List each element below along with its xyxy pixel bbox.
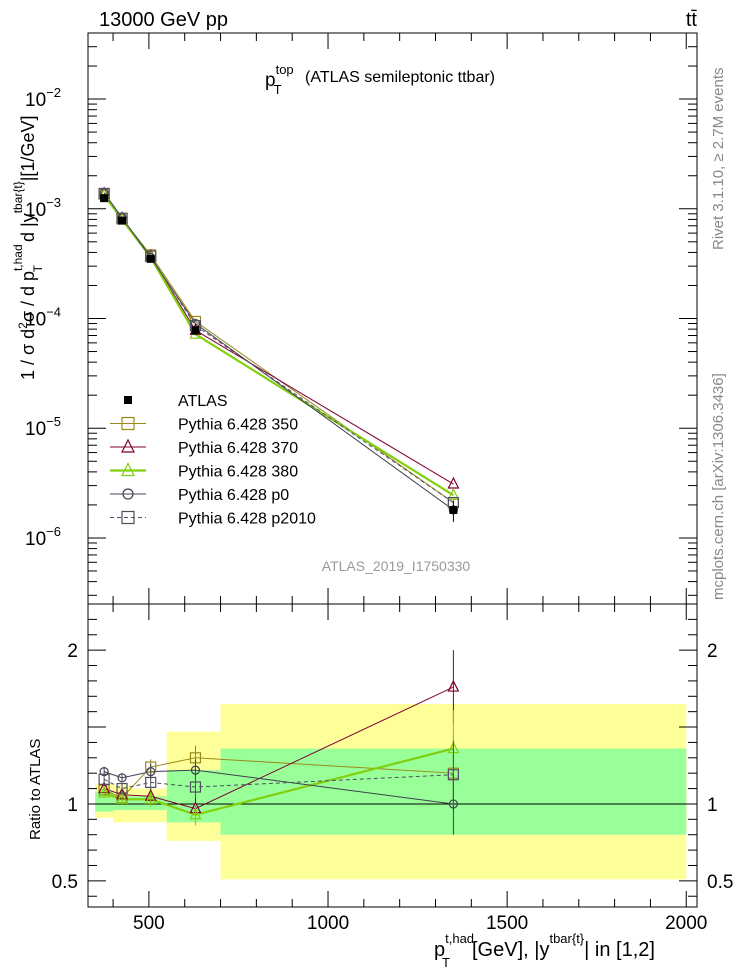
ratio-y-tick-label-right: 2 xyxy=(707,641,718,662)
main-y-tick-label: 10−6 xyxy=(25,524,61,550)
atlas-data-points xyxy=(100,194,458,522)
x-tick-label: 500 xyxy=(133,913,165,934)
legend-label: Pythia 6.428 370 xyxy=(178,440,298,457)
atlas-point xyxy=(449,505,458,514)
main-title: ptop T xyxy=(265,62,294,97)
ratio-y-tick-label: 2 xyxy=(67,641,78,662)
main-y-tick-label: 10−5 xyxy=(25,414,61,440)
main-y-axis-label: 1 / σ d2σ / d pt,had T d |ytbar{t}|[1/GeV… xyxy=(11,116,45,380)
ratio-y-tick-label-right: 0.5 xyxy=(707,872,733,893)
legend-label: Pythia 6.428 350 xyxy=(178,417,298,434)
x-tick-label: 1500 xyxy=(486,913,528,934)
atlas-point xyxy=(118,216,127,225)
ratio-plot-frame xyxy=(87,603,698,908)
atlas-point xyxy=(146,254,155,263)
ratio-x-ticks: 500 1000 1500 2000 xyxy=(112,604,707,934)
legend-marker xyxy=(121,510,135,525)
ratio-y-tick-label: 0.5 xyxy=(52,872,78,893)
main-x-ticks xyxy=(112,33,687,604)
ratio-y-ticks: 0.5 0.5 1 1 2 2 xyxy=(52,618,733,897)
rivet-label: Rivet 3.1.10, ≥ 2.7M events xyxy=(710,68,727,251)
ratio-point xyxy=(117,773,127,783)
ratio-point xyxy=(145,776,157,789)
ratio-y-tick-label: 1 xyxy=(67,795,78,816)
legend-label-atlas: ATLAS xyxy=(178,393,228,410)
ratio-point xyxy=(447,769,459,781)
ratio-point xyxy=(190,765,201,775)
process-label: tt̄ xyxy=(686,9,698,31)
legend: ATLAS Pythia 6.428 350 Pythia 6.428 370 Pyt… xyxy=(110,393,316,528)
ratio-point xyxy=(116,791,129,804)
energy-label: 13000 GeV pp xyxy=(99,9,228,31)
ratio-point xyxy=(98,785,111,798)
atlas-point xyxy=(100,194,109,203)
x-axis-label: pt,had T[GeV], |ytbar{t}| in [1,2] xyxy=(434,931,655,970)
main-title-sup: top xyxy=(276,62,294,77)
main-title-p: p xyxy=(265,70,276,91)
ratio-uncertainty-bands xyxy=(95,703,687,880)
mcplots-label: mcplots.cern.ch [arXiv:1306.3436] xyxy=(710,373,727,600)
ratio-point xyxy=(189,781,202,793)
main-title-sub: T xyxy=(274,82,282,97)
ratio-point xyxy=(98,773,110,785)
main-y-tick-label: 10−4 xyxy=(25,305,61,331)
ratio-point xyxy=(116,782,128,795)
main-series-lines xyxy=(103,192,454,511)
main-panel: 10−6 10−5 10−4 10−3 10−2 ptop T (ATLAS semile… xyxy=(25,32,698,605)
legend-marker xyxy=(121,438,135,453)
ratio-panel: 0.5 0.5 1 1 2 2 500 1000 1500 2000 xyxy=(52,603,733,934)
x-tick-label: 1000 xyxy=(307,913,349,934)
legend-label: Pythia 6.428 380 xyxy=(178,464,298,481)
legend-marker xyxy=(121,462,135,477)
atlas-point xyxy=(191,326,200,335)
ratio-point xyxy=(447,679,460,692)
ratio-point xyxy=(189,807,202,820)
ratio-y-axis-label: Ratio to ATLAS xyxy=(27,739,44,840)
legend-label: Pythia 6.428 p2010 xyxy=(178,511,316,528)
legend-label: Pythia 6.428 p0 xyxy=(178,487,289,504)
ratio-point xyxy=(144,791,157,804)
main-point xyxy=(447,476,460,489)
main-y-tick-label: 10−3 xyxy=(25,195,61,221)
main-y-tick-label: 10−2 xyxy=(25,85,61,111)
analysis-watermark: ATLAS_2019_I1750330 xyxy=(322,558,471,574)
main-y-ticks: 10−6 10−5 10−4 10−3 10−2 xyxy=(25,32,697,596)
legend-marker xyxy=(122,488,134,500)
ratio-series-markers xyxy=(98,650,460,835)
legend-marker xyxy=(121,416,135,431)
main-title-suffix: (ATLAS semileptonic ttbar) xyxy=(305,69,495,86)
legend-marker-atlas xyxy=(124,396,132,404)
ratio-y-tick-label-right: 1 xyxy=(707,795,718,816)
x-tick-label: 2000 xyxy=(665,913,707,934)
main-point xyxy=(447,487,460,500)
